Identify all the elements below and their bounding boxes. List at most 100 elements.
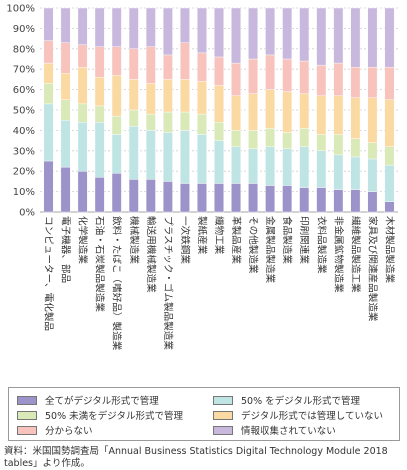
- stacked-bar-chart: 0% 10% 20% 30% 40% 50% 60% 70% 80% 90% 100% コンピュータ…: [6, 4, 398, 351]
- bar-segment: [282, 7, 293, 60]
- legend-swatch: [17, 395, 37, 405]
- bar-segment: [60, 119, 71, 168]
- bar-segment: [94, 7, 105, 47]
- bar-segment: [162, 132, 173, 182]
- y-tick-label: 50%: [13, 106, 35, 117]
- bar-segment: [111, 115, 122, 135]
- legend-label: 50% をデジタル形式で管理: [241, 396, 360, 407]
- bar-segment: [197, 113, 207, 135]
- bar-segment: [384, 201, 395, 213]
- bar-segment: [333, 134, 344, 156]
- x-category-label: 繊維製品製造工業: [349, 216, 361, 293]
- bar-segment: [350, 97, 361, 139]
- bar-segment: [248, 148, 258, 184]
- legend: 全てがデジタル形式で管理 50% をデジタル形式で管理 50% 未満をデジタル形…: [8, 387, 400, 441]
- bar-segment: [299, 187, 310, 213]
- bar-segment: [180, 7, 190, 43]
- bar-segment: [350, 7, 361, 68]
- bar-segment: [145, 46, 156, 84]
- y-tick-label: 80%: [13, 44, 35, 55]
- bar-segment: [367, 97, 378, 143]
- bar-segment: [145, 113, 156, 131]
- y-tick-label: 30%: [13, 146, 35, 157]
- bar-segment: [333, 7, 344, 64]
- x-category-label: 一次鉄鋼業: [179, 216, 191, 264]
- bar-segment: [180, 79, 190, 113]
- bar-segment: [333, 154, 344, 190]
- bar-segment: [128, 79, 139, 111]
- bar-segment: [316, 187, 327, 213]
- bar-segment: [145, 83, 156, 115]
- bar-segment: [60, 42, 71, 74]
- bar-segment: [384, 66, 395, 101]
- bar-segment: [145, 130, 156, 180]
- bar-segment: [197, 52, 207, 82]
- legend-label: 全てがデジタル形式で管理: [45, 396, 159, 407]
- bar-segment: [248, 130, 258, 149]
- legend-item: 全てがデジタル形式で管理: [17, 393, 159, 407]
- bar-segment: [145, 179, 156, 213]
- bar-segment: [111, 7, 122, 47]
- bar-segment: [162, 111, 173, 133]
- bar-segment: [94, 105, 105, 123]
- bar-segment: [77, 66, 88, 105]
- bar-segment: [60, 73, 71, 100]
- x-category-label: 石油・石炭製品製造業: [94, 216, 106, 312]
- bar-segment: [282, 91, 293, 133]
- legend-item: 分からない: [17, 423, 93, 437]
- bar-segment: [367, 191, 378, 213]
- bar-segment: [282, 132, 293, 149]
- bar-segment: [316, 7, 327, 66]
- bar-segment: [128, 126, 139, 180]
- bar-segment: [77, 122, 88, 172]
- bar-segment: [60, 7, 71, 43]
- bar-segment: [111, 46, 122, 76]
- bar-segment: [231, 95, 241, 131]
- bar-segment: [214, 7, 224, 58]
- bar-segment: [180, 183, 190, 213]
- x-category-label: プラスチック・ゴム製品製造業: [162, 216, 174, 350]
- legend-swatch: [213, 425, 233, 435]
- x-category-label: 化学製造業: [77, 216, 89, 264]
- bar-segment: [333, 95, 344, 135]
- bar-segment: [350, 156, 361, 190]
- bar-segment: [333, 62, 344, 96]
- x-category-label: 金属製品製造業: [264, 216, 276, 284]
- bar-segment: [248, 183, 258, 213]
- bar-segment: [197, 81, 207, 115]
- y-axis-ticks: 0% 10% 20% 30% 40% 50% 60% 70% 80% 90% 100%: [6, 4, 35, 219]
- legend-label: デジタル形式では管理していない: [241, 411, 384, 422]
- legend-swatch: [17, 425, 37, 435]
- bars: [43, 7, 395, 213]
- x-category-label: 革製品産業: [230, 216, 242, 264]
- x-category-label: 家具及び関連産品製造業: [366, 216, 378, 322]
- bar-segment: [43, 62, 54, 84]
- legend-item: デジタル形式では管理していない: [213, 408, 383, 422]
- x-category-label: 印刷関連業: [298, 216, 310, 264]
- bar-segment: [367, 142, 378, 160]
- x-category-label: 製紙産業: [196, 216, 208, 255]
- bar-segment: [43, 40, 54, 64]
- bar-segment: [384, 164, 395, 203]
- bar-segment: [333, 189, 344, 213]
- bar-segment: [214, 56, 224, 86]
- x-category-label: 飲料・たばこ（嗜好品）製造業: [111, 216, 123, 351]
- bar-segment: [214, 183, 224, 213]
- legend-item: 情報収集されていない: [213, 423, 336, 437]
- legend-swatch: [213, 410, 233, 420]
- bar-segment: [316, 134, 327, 151]
- x-category-label: 機械製造業: [128, 216, 140, 264]
- bar-segment: [367, 158, 378, 192]
- y-tick-label: 70%: [13, 65, 35, 76]
- bar-segment: [197, 183, 207, 213]
- bar-segment: [231, 183, 241, 213]
- bar-segment: [197, 7, 207, 54]
- bar-segment: [248, 93, 258, 131]
- x-category-label: 輸送用機械製造業: [145, 216, 157, 293]
- x-category-label: 非金属鉱物製造業: [332, 216, 344, 293]
- bar-segment: [180, 42, 190, 80]
- bar-segment: [350, 138, 361, 158]
- bar-segment: [299, 93, 310, 129]
- bar-segment: [128, 109, 139, 127]
- bar-segment: [214, 122, 224, 141]
